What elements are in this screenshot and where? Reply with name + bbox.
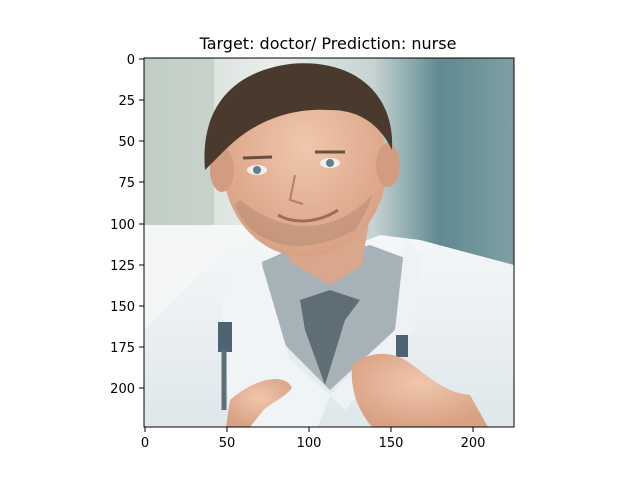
y-tick-label: 175	[110, 341, 135, 356]
y-tick-label: 25	[118, 94, 135, 109]
x-tick-label: 150	[379, 436, 404, 451]
figure-title: Target: doctor/ Prediction: nurse	[199, 34, 457, 53]
y-tick-label: 100	[110, 218, 135, 233]
photo-doctor	[144, 58, 514, 427]
x-tick-label: 50	[219, 436, 236, 451]
y-tick-label: 50	[118, 135, 135, 150]
x-axis: 0 50 100 150 200	[141, 427, 486, 451]
x-tick-label: 0	[141, 436, 149, 451]
axes-frame	[143, 57, 515, 428]
y-tick-label: 0	[127, 53, 135, 68]
x-tick-label: 100	[297, 436, 322, 451]
y-tick-label: 75	[118, 176, 135, 191]
y-tick-label: 150	[110, 300, 135, 315]
y-tick-label: 125	[110, 259, 135, 274]
y-tick-label: 200	[110, 382, 135, 397]
x-tick-label: 200	[461, 436, 486, 451]
y-axis: 0 25 50 75 100 125 150 175 200	[110, 53, 144, 397]
